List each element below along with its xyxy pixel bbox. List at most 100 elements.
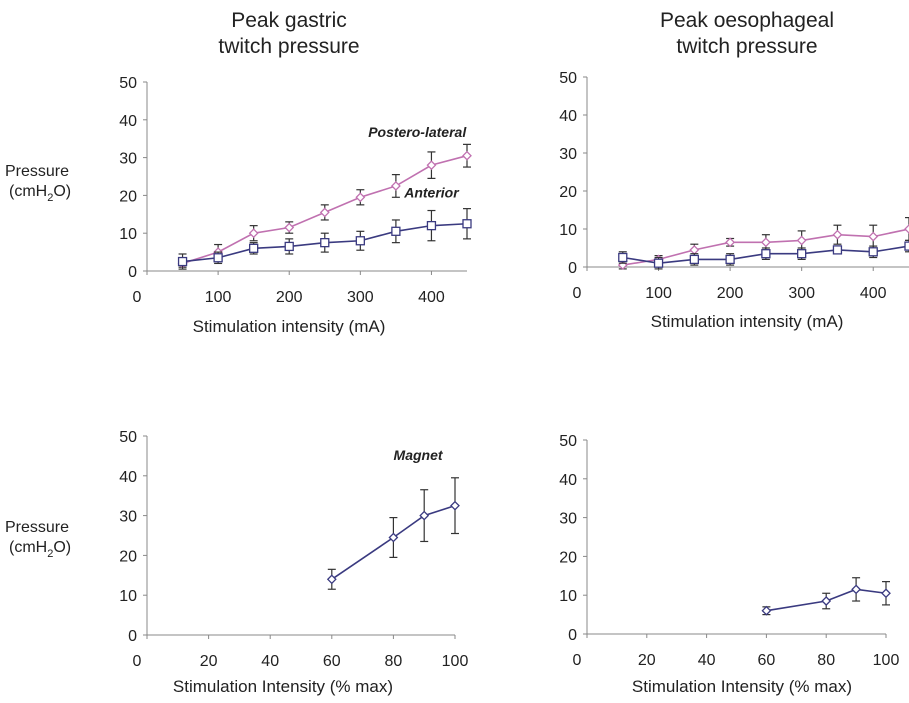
series-magnet <box>326 477 460 590</box>
x-tick-label: 100 <box>645 285 672 302</box>
data-point-diamond <box>426 160 437 171</box>
data-point-diamond <box>689 244 700 255</box>
y-tick-label: 50 <box>119 429 137 446</box>
x-tick-label: 400 <box>418 289 445 306</box>
x-axis-label: Stimulation Intensity (% max) <box>632 677 852 696</box>
data-point-square <box>426 220 437 231</box>
x-tick-label: 20 <box>200 653 218 670</box>
y-tick-label: 20 <box>559 549 577 566</box>
panel-oesophageal-magnet: 0 10 20 30 40 50 0 20 40 60 80 100 Stimulation Inten… <box>559 433 899 696</box>
x-tick-label: 40 <box>698 652 716 669</box>
data-point-diamond <box>832 229 843 240</box>
y-tick-label: 30 <box>559 511 577 528</box>
data-point-diamond <box>761 605 772 616</box>
data-point-square <box>177 256 188 267</box>
data-point-diamond <box>284 222 295 233</box>
series-line <box>766 588 887 612</box>
data-point-diamond <box>319 207 330 218</box>
data-point-diamond <box>760 237 771 248</box>
x-axis-label: Stimulation intensity (mA) <box>193 317 386 336</box>
ylabel-bottom-line2: (cmH2O) <box>9 539 71 560</box>
title-oesophageal-line2: twitch pressure <box>676 35 817 58</box>
y-tick-label: 20 <box>119 188 137 205</box>
data-point-square <box>284 241 294 252</box>
data-point-square <box>618 252 628 263</box>
y-tick-label: 30 <box>559 146 577 163</box>
y-tick-label: 50 <box>559 70 577 87</box>
ylabel-top-line1: Pressure <box>5 163 69 180</box>
data-point-diamond <box>248 228 259 239</box>
x-tick-label: 100 <box>205 289 232 306</box>
y-tick-label: 50 <box>119 75 137 92</box>
data-point-diamond <box>450 500 460 511</box>
data-point-diamond <box>868 231 879 242</box>
title-gastric-line2: twitch pressure <box>218 35 359 58</box>
data-point-square <box>320 237 330 248</box>
x-tick-label: 0 <box>133 289 142 306</box>
data-point-square <box>725 254 735 265</box>
ylabel-top: Pressure (cmH2O) <box>5 163 71 204</box>
series-magnet <box>761 577 891 616</box>
data-point-square <box>832 245 843 255</box>
series-annotation: Postero-lateral <box>368 124 467 140</box>
x-tick-label: 200 <box>717 285 744 302</box>
x-tick-label: 60 <box>323 653 341 670</box>
y-tick-label: 0 <box>568 260 577 277</box>
ylabel-bottom: Pressure (cmH2O) <box>5 519 71 560</box>
series-line <box>331 504 456 580</box>
panel-gastric-magnet: 0 10 20 30 40 50 0 20 40 60 80 100 Stimulation Inten… <box>119 429 468 696</box>
x-tick-label: 100 <box>873 652 900 669</box>
x-tick-label: 40 <box>261 653 279 670</box>
x-tick-label: 100 <box>442 653 469 670</box>
ylabel-bottom-line1: Pressure <box>5 519 69 536</box>
x-tick-label: 0 <box>573 285 582 302</box>
title-oesophageal-line1: Peak oesophageal <box>660 9 834 32</box>
data-point-square <box>868 247 878 257</box>
data-point-diamond <box>881 588 891 599</box>
panel-gastric-ma: 0 10 20 30 40 50 0 100 200 300 400 Stimulation inte… <box>119 75 472 336</box>
y-tick-label: 10 <box>559 588 577 605</box>
y-tick-label: 10 <box>119 226 137 243</box>
y-tick-label: 10 <box>119 588 137 605</box>
data-point-square <box>249 243 259 253</box>
data-point-square <box>761 249 771 259</box>
y-tick-label: 0 <box>128 628 137 645</box>
x-axis-label: Stimulation Intensity (% max) <box>173 677 393 696</box>
data-point-diamond <box>326 574 337 585</box>
data-point-diamond <box>390 181 401 191</box>
data-point-square <box>653 258 664 268</box>
x-tick-label: 300 <box>347 289 374 306</box>
y-tick-label: 30 <box>119 509 137 526</box>
y-tick-label: 0 <box>128 264 137 281</box>
data-point-diamond <box>388 532 399 543</box>
data-point-square <box>904 241 909 251</box>
y-tick-label: 20 <box>559 184 577 201</box>
x-tick-label: 80 <box>385 653 403 670</box>
data-point-diamond <box>904 224 909 234</box>
y-tick-label: 50 <box>559 433 577 450</box>
data-point-square <box>797 249 807 259</box>
series-anterior <box>177 208 472 270</box>
data-point-square <box>462 219 472 229</box>
y-tick-label: 0 <box>568 627 577 644</box>
y-tick-label: 40 <box>119 113 137 130</box>
x-tick-label: 0 <box>133 653 142 670</box>
data-point-square <box>213 253 223 263</box>
x-tick-label: 60 <box>758 652 776 669</box>
data-point-diamond <box>821 596 832 606</box>
title-gastric-line1: Peak gastric <box>231 9 347 32</box>
y-tick-label: 30 <box>119 151 137 168</box>
x-axis-label: Stimulation intensity (mA) <box>651 312 844 331</box>
series-anterior <box>618 239 909 270</box>
data-point-diamond <box>725 237 736 248</box>
y-tick-label: 20 <box>119 548 137 565</box>
x-tick-label: 200 <box>276 289 303 306</box>
y-tick-label: 40 <box>559 472 577 489</box>
x-tick-label: 400 <box>860 285 887 302</box>
data-point-diamond <box>851 584 862 595</box>
y-tick-label: 40 <box>559 108 577 125</box>
x-tick-label: 300 <box>788 285 815 302</box>
x-tick-label: 20 <box>638 652 656 669</box>
series-annotation: Magnet <box>394 447 444 463</box>
